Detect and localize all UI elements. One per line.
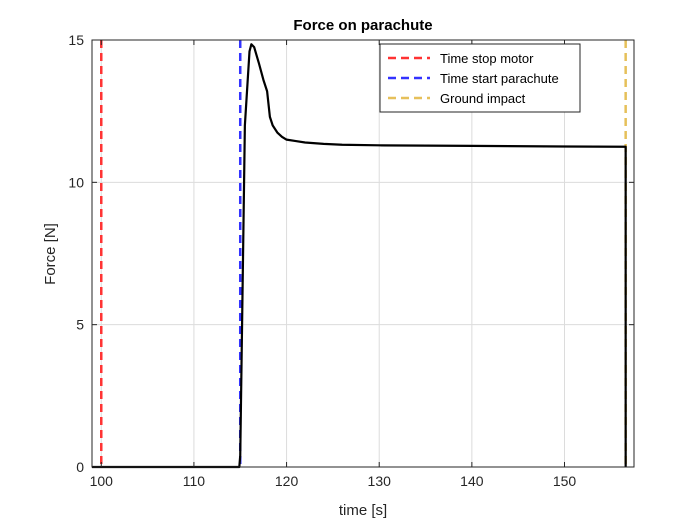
y-tick-label: 10 <box>68 174 84 190</box>
x-tick-label: 120 <box>275 473 299 489</box>
x-axis-label: time [s] <box>339 502 387 519</box>
legend-entry: Time stop motor <box>440 51 534 66</box>
legend-entry: Ground impact <box>440 91 526 106</box>
chart-title: Force on parachute <box>293 17 432 34</box>
y-tick-label: 15 <box>68 32 84 48</box>
series <box>92 43 627 469</box>
force-series-line <box>92 43 627 469</box>
ticks: 100 110 120 130 140 150 0 5 10 15 <box>68 32 634 489</box>
legend: Time stop motor Time start parachute Groun… <box>379 43 581 113</box>
y-tick-label: 5 <box>76 317 84 333</box>
x-tick-label: 110 <box>183 473 206 489</box>
x-tick-label: 100 <box>90 473 114 489</box>
plot-frame <box>91 39 635 468</box>
x-tick-label: 150 <box>553 473 577 489</box>
legend-entry: Time start parachute <box>440 71 559 86</box>
y-tick-label: 0 <box>76 459 84 475</box>
x-tick-label: 140 <box>460 473 484 489</box>
x-tick-label: 130 <box>368 473 392 489</box>
legend-box <box>379 43 581 113</box>
y-axis-label: Force [N] <box>42 223 59 285</box>
